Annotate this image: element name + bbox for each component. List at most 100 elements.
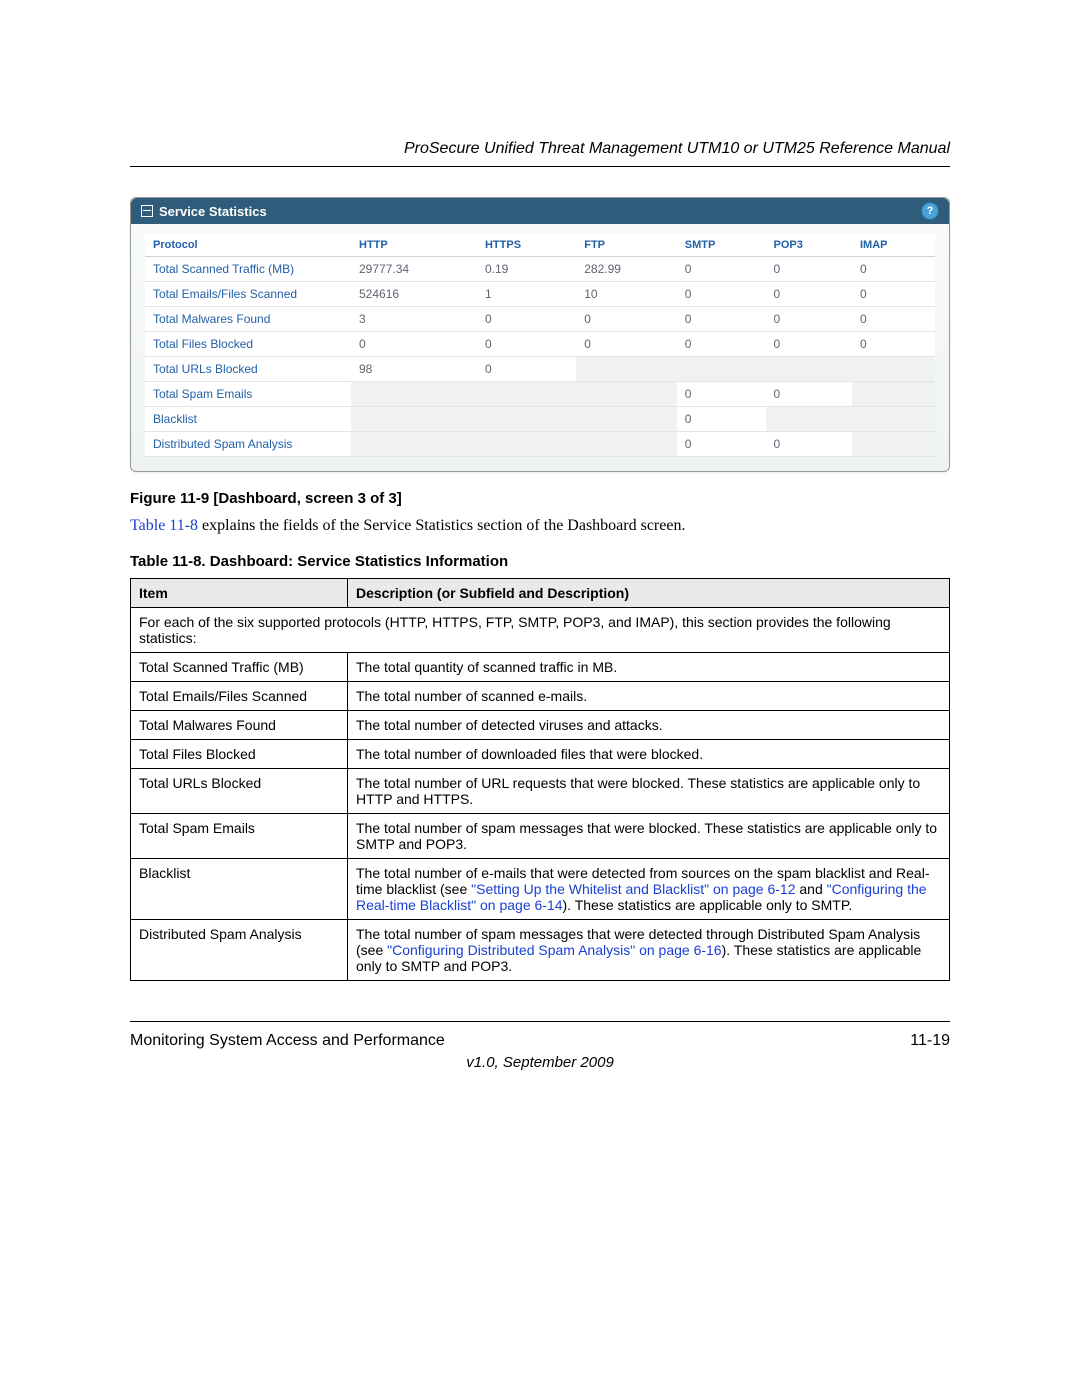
svc-cell: 0 — [766, 382, 852, 407]
info-item: Total Scanned Traffic (MB) — [131, 653, 348, 682]
body-paragraph: Table 11-8 explains the fields of the Se… — [130, 517, 950, 535]
svc-row-link[interactable]: Total Scanned Traffic (MB) — [153, 262, 294, 276]
service-statistics-table: ProtocolHTTPHTTPSFTPSMTPPOP3IMAP Total S… — [145, 234, 935, 457]
info-desc: The total number of spam messages that w… — [348, 814, 950, 859]
svc-cell: 98 — [351, 357, 477, 382]
info-item: Total Emails/Files Scanned — [131, 682, 348, 711]
svc-cell: 0 — [477, 332, 576, 357]
svc-row-label: Total Emails/Files Scanned — [145, 282, 351, 307]
service-statistics-panel: Service Statistics ? ProtocolHTTPHTTPSFT… — [130, 197, 950, 472]
svc-cell — [766, 407, 852, 432]
svc-cell: 0 — [576, 332, 677, 357]
svc-cell — [477, 407, 576, 432]
info-item: Total Malwares Found — [131, 711, 348, 740]
svc-cell: 0 — [852, 307, 935, 332]
info-desc-text: The total number of downloaded files tha… — [356, 746, 703, 762]
svc-cell — [852, 382, 935, 407]
svc-th-col: HTTP — [351, 234, 477, 257]
svc-cell — [677, 357, 766, 382]
info-desc: The total quantity of scanned traffic in… — [348, 653, 950, 682]
svc-row-link[interactable]: Blacklist — [153, 412, 197, 426]
svc-cell — [351, 407, 477, 432]
svc-row-link[interactable]: Total URLs Blocked — [153, 362, 258, 376]
svc-cell: 0 — [852, 332, 935, 357]
svc-cell: 282.99 — [576, 257, 677, 282]
svc-row-link[interactable]: Total Emails/Files Scanned — [153, 287, 297, 301]
table-ref-link[interactable]: Table 11-8 — [130, 517, 198, 534]
info-desc-text: The total number of detected viruses and… — [356, 717, 663, 733]
manual-title: ProSecure Unified Threat Management UTM1… — [130, 140, 950, 158]
svc-row-link[interactable]: Total Malwares Found — [153, 312, 270, 326]
svc-cell — [351, 382, 477, 407]
table-row: Total Files Blocked000000 — [145, 332, 935, 357]
svc-cell: 0 — [477, 307, 576, 332]
cross-ref-link[interactable]: "Setting Up the Whitelist and Blacklist"… — [471, 881, 795, 897]
table-row: Total Files Blocked The total number of d… — [131, 740, 950, 769]
info-desc: The total number of spam messages that w… — [348, 920, 950, 981]
info-desc: The total number of e-mails that were de… — [348, 859, 950, 920]
svc-cell: 0 — [677, 382, 766, 407]
svc-cell: 0.19 — [477, 257, 576, 282]
svc-row-label: Total Files Blocked — [145, 332, 351, 357]
svc-row-link[interactable]: Total Files Blocked — [153, 337, 253, 351]
svc-cell: 0 — [766, 332, 852, 357]
svc-cell: 0 — [766, 432, 852, 457]
svc-cell: 0 — [677, 307, 766, 332]
svc-cell: 0 — [766, 257, 852, 282]
svc-cell — [576, 432, 677, 457]
svc-row-label: Total Spam Emails — [145, 382, 351, 407]
svc-th-col: POP3 — [766, 234, 852, 257]
info-item: Total Files Blocked — [131, 740, 348, 769]
svc-cell — [576, 357, 677, 382]
table-caption: Table 11-8. Dashboard: Service Statistic… — [130, 553, 950, 570]
svc-row-label: Distributed Spam Analysis — [145, 432, 351, 457]
svc-cell: 0 — [677, 282, 766, 307]
svc-row-label: Total Scanned Traffic (MB) — [145, 257, 351, 282]
svc-cell — [576, 407, 677, 432]
svc-cell: 0 — [766, 307, 852, 332]
info-item: Total URLs Blocked — [131, 769, 348, 814]
footer-version: v1.0, September 2009 — [130, 1054, 950, 1071]
help-icon[interactable]: ? — [921, 202, 939, 220]
panel-body: ProtocolHTTPHTTPSFTPSMTPPOP3IMAP Total S… — [131, 224, 949, 471]
info-desc-text: The total quantity of scanned traffic in… — [356, 659, 617, 675]
svc-cell: 0 — [766, 282, 852, 307]
svc-th-protocol: Protocol — [145, 234, 351, 257]
svc-cell: 1 — [477, 282, 576, 307]
svc-cell — [477, 382, 576, 407]
collapse-icon[interactable] — [141, 205, 153, 217]
table-row: Blacklist0 — [145, 407, 935, 432]
info-th-item: Item — [131, 579, 348, 608]
info-desc-text: The total number of scanned e-mails. — [356, 688, 587, 704]
svc-cell: 3 — [351, 307, 477, 332]
figure-caption: Figure 11-9 [Dashboard, screen 3 of 3] — [130, 490, 950, 507]
table-row: Total Emails/Files Scanned The total numb… — [131, 682, 950, 711]
panel-header: Service Statistics ? — [131, 198, 949, 224]
svc-cell: 0 — [852, 282, 935, 307]
svc-row-link[interactable]: Distributed Spam Analysis — [153, 437, 292, 451]
svc-th-col: FTP — [576, 234, 677, 257]
table-row: Distributed Spam AnalysisThe total numbe… — [131, 920, 950, 981]
svc-row-label: Total URLs Blocked — [145, 357, 351, 382]
svc-cell — [477, 432, 576, 457]
svc-cell: 0 — [677, 257, 766, 282]
table-row: Total Spam Emails 00 — [145, 382, 935, 407]
svc-cell: 0 — [677, 432, 766, 457]
header-rule — [130, 166, 950, 167]
svc-row-link[interactable]: Total Spam Emails — [153, 387, 252, 401]
svc-cell: 0 — [677, 332, 766, 357]
table-row: Total Malwares Found The total number of … — [131, 711, 950, 740]
svc-row-label: Total Malwares Found — [145, 307, 351, 332]
footer-right: 11-19 — [910, 1032, 950, 1050]
table-row: Distributed Spam Analysis 00 — [145, 432, 935, 457]
cross-ref-link[interactable]: "Configuring Distributed Spam Analysis" … — [387, 942, 721, 958]
table-row: Total Spam EmailsThe total number of spa… — [131, 814, 950, 859]
table-row: Total Emails/Files Scanned524616110000 — [145, 282, 935, 307]
table-row: Total URLs Blocked980 — [145, 357, 935, 382]
info-desc: The total number of detected viruses and… — [348, 711, 950, 740]
info-desc: The total number of downloaded files tha… — [348, 740, 950, 769]
svc-th-col: SMTP — [677, 234, 766, 257]
footer-left: Monitoring System Access and Performance — [130, 1032, 445, 1050]
svc-cell: 0 — [351, 332, 477, 357]
svc-cell — [576, 382, 677, 407]
